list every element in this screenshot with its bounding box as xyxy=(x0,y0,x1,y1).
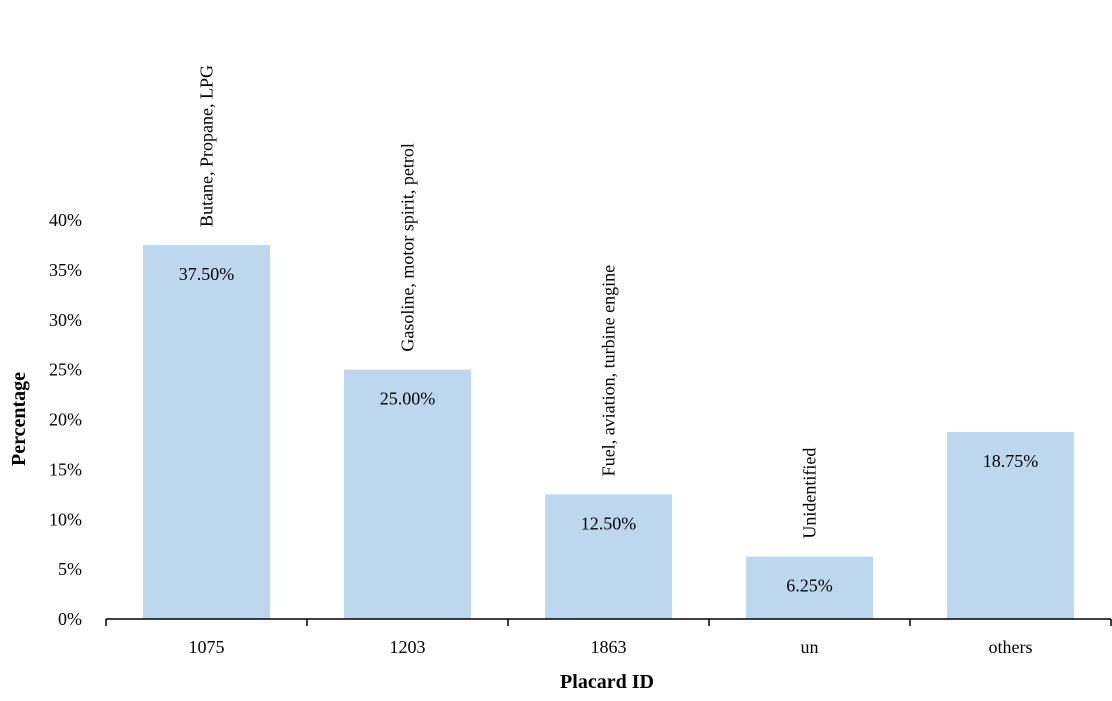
data-label-1075: 37.50% xyxy=(179,264,235,284)
bar-annotation-1863: Fuel, aviation, turbine engine xyxy=(599,265,619,476)
y-tick-label: 0% xyxy=(58,609,82,629)
y-tick-label: 20% xyxy=(49,410,82,430)
x-tick-label-others: others xyxy=(989,637,1033,657)
bars-layer: 37.50% 25.00% 12.50% 6.25% 18.75% xyxy=(143,244,1074,619)
bar-1203 xyxy=(344,369,471,619)
bar-1075 xyxy=(143,244,270,619)
y-tick-label: 5% xyxy=(58,559,82,579)
bar-un xyxy=(746,556,873,619)
data-label-1203: 25.00% xyxy=(380,389,436,409)
data-label-others: 18.75% xyxy=(983,451,1039,471)
axes-layer: 1075 1203 1863 un others 0% 5% 10% 15% 20% 25% 30% 3… xyxy=(49,210,1112,657)
data-label-1863: 12.50% xyxy=(581,513,637,533)
y-tick-label: 15% xyxy=(49,459,82,479)
x-tick-label-1203: 1203 xyxy=(390,637,426,657)
x-tick-label-un: un xyxy=(801,637,819,657)
y-tick-label: 40% xyxy=(49,210,82,230)
bar-annotation-1203: Gasoline, motor spirit, petrol xyxy=(398,143,418,351)
bar-annotation-1075: Butane, Propane, LPG xyxy=(197,65,217,227)
y-axis-title: Percentage xyxy=(8,372,30,466)
x-tick-label-1075: 1075 xyxy=(189,637,225,657)
bar-others xyxy=(947,431,1074,619)
bar-annotation-un: Unidentified xyxy=(800,448,820,539)
y-tick-label: 35% xyxy=(49,260,82,280)
y-tick-label: 25% xyxy=(49,360,82,380)
annotations-layer: Butane, Propane, LPG Gasoline, motor spir… xyxy=(197,65,820,539)
x-tick-label-1863: 1863 xyxy=(591,637,627,657)
data-label-un: 6.25% xyxy=(786,576,833,596)
bar-1863 xyxy=(545,494,672,619)
y-tick-label: 10% xyxy=(49,509,82,529)
y-tick-label: 30% xyxy=(49,310,82,330)
x-axis-title: Placard ID xyxy=(560,671,654,693)
